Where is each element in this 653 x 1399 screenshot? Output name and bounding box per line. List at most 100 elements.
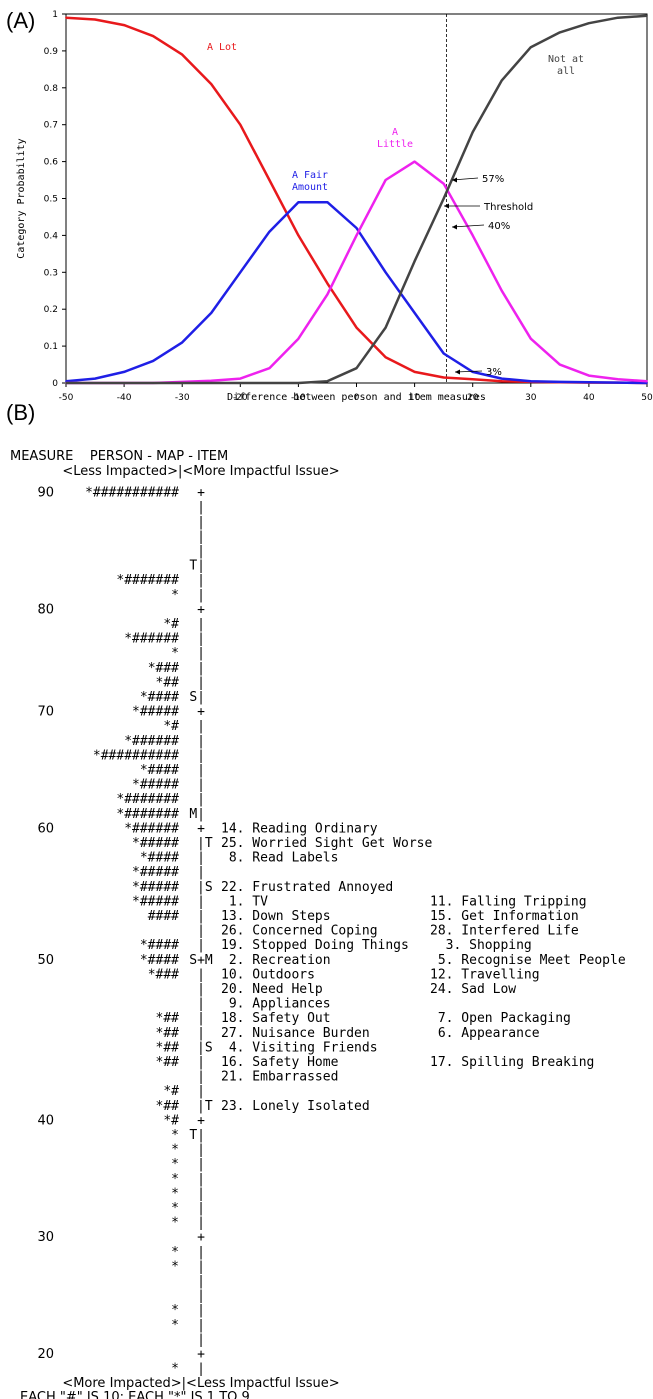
y-tick-label: 0.5 (44, 195, 58, 205)
map-axis-mark: | (197, 515, 205, 530)
y-tick-label: 0.6 (44, 158, 59, 168)
y-tick-label: 0.8 (44, 84, 59, 94)
y-axis-label: Category Probability (16, 138, 27, 258)
map-row: *########## | (93, 748, 205, 763)
map-row: *## |T 23. Lonely Isolated (156, 1099, 370, 1114)
map-axis-mark: T| (189, 559, 205, 574)
series-point (558, 31, 561, 34)
series-point (268, 382, 271, 384)
map-axis-mark: | (197, 982, 205, 997)
map-row: * | (171, 1259, 205, 1274)
measure-tick-label: 60 (37, 821, 54, 836)
annotation-label: 57% (482, 174, 504, 185)
item-label: 20. Need Help (221, 982, 323, 997)
x-tick-label: -50 (59, 393, 74, 403)
item-label: 25. Worried Sight Get Worse (221, 836, 432, 851)
panel-b-label: (B) (6, 400, 36, 425)
map-row: *#### | 19. Stopped Doing Things 3. Shoppi… (140, 938, 532, 953)
item-label: 24. Sad Low (430, 982, 516, 997)
x-tick-label: 20 (467, 393, 479, 403)
map-axis-mark: | (197, 544, 205, 559)
series-point (123, 382, 125, 384)
series-point (268, 179, 271, 181)
series-point (500, 377, 503, 380)
series-point (442, 182, 445, 185)
series-point (297, 337, 300, 340)
person-distribution: *##### (132, 778, 179, 793)
item-label: 1. TV (221, 894, 268, 909)
map-row: *##### | (132, 778, 205, 793)
map-row: 70 *##### + (37, 705, 205, 720)
series-point (210, 379, 213, 382)
map-row: | (197, 1274, 205, 1289)
map-axis-mark: | (197, 894, 205, 909)
map-axis-mark: |T (197, 1099, 213, 1114)
annotation-label: 3% (486, 367, 502, 378)
map-row: | (197, 1332, 205, 1347)
map-axis-mark: | (197, 778, 205, 793)
item-label: 17. Spilling Breaking (430, 1055, 594, 1070)
map-subheader: <Less Impacted>|<More Impactful Issue> (62, 464, 339, 479)
person-distribution: * (171, 1128, 179, 1143)
item-label: 7. Open Packaging (430, 1011, 571, 1026)
item-label: 16. Safety Home (221, 1055, 339, 1070)
map-row: *#### S| (140, 690, 205, 705)
series-point (65, 16, 67, 19)
series-point (355, 234, 358, 237)
measure-tick-label: 70 (37, 705, 54, 720)
map-axis-mark: + (197, 1230, 205, 1245)
series-point (94, 377, 96, 380)
map-row: * | (171, 1143, 205, 1158)
map-row: *##### | (132, 865, 205, 880)
measure-tick-label: 90 (37, 486, 54, 501)
person-distribution: *# (163, 1113, 179, 1128)
person-distribution: *#### (140, 938, 179, 953)
item-label: 19. Stopped Doing Things (221, 938, 409, 953)
person-distribution: *## (156, 1099, 180, 1114)
map-row: *#### | (140, 763, 205, 778)
annotation-label: Threshold (483, 202, 533, 213)
map-axis-mark: | (197, 661, 205, 676)
x-axis-label: Difference between person and item measu… (227, 392, 486, 403)
series-point (413, 371, 416, 373)
series-point (500, 380, 503, 383)
map-row: * | (171, 1216, 205, 1231)
x-tick-label: -40 (117, 393, 132, 403)
map-axis-mark: | (197, 617, 205, 632)
map-axis-mark: | (197, 1070, 205, 1085)
series-label-a-lot: A Lot (207, 42, 237, 53)
map-row: *###### | (124, 632, 205, 647)
person-distribution: *##### (132, 836, 179, 851)
person-distribution: *#### (140, 690, 179, 705)
series-point (529, 380, 532, 383)
map-axis-mark: | (197, 1332, 205, 1347)
person-distribution: * (171, 1303, 179, 1318)
person-distribution: *## (156, 675, 180, 690)
map-row: | (197, 515, 205, 530)
series-point (152, 359, 155, 362)
map-axis-mark: | (197, 734, 205, 749)
map-axis-mark: |S (197, 1040, 213, 1055)
series-point (529, 46, 532, 49)
item-label: 26. Concerned Coping (221, 924, 378, 939)
category-probability-chart: 0 0.1 0.2 0.3 0.4 0.5 0.6 0.7 0.8 0.9 1 -50 -40 -30 -2… (16, 10, 653, 403)
map-row: *# | (163, 617, 205, 632)
y-tick-label: 0.1 (44, 342, 58, 352)
map-axis-mark: | (197, 1201, 205, 1216)
map-row: *##### | 1. TV 11. Falling Tripping (132, 894, 587, 909)
map-axis-mark: | (197, 588, 205, 603)
x-tick-label: 0 (354, 393, 360, 403)
item-label: 6. Appearance (430, 1026, 540, 1041)
series-label-not-at-all: Not at all (548, 54, 584, 77)
map-row: *## | (156, 675, 205, 690)
map-axis-mark: + (197, 602, 205, 617)
person-distribution: *# (163, 617, 179, 632)
series-point (384, 326, 387, 329)
map-row: 40 *# + (37, 1113, 205, 1128)
x-tick-label: 40 (583, 393, 595, 403)
map-row: * | (171, 1245, 205, 1260)
map-header: MEASURE PERSON - MAP - ITEM (10, 449, 228, 464)
map-row: * | (171, 1172, 205, 1187)
series-point (268, 230, 271, 233)
map-row: | 26. Concerned Coping 28. Interfered Life (197, 924, 579, 939)
